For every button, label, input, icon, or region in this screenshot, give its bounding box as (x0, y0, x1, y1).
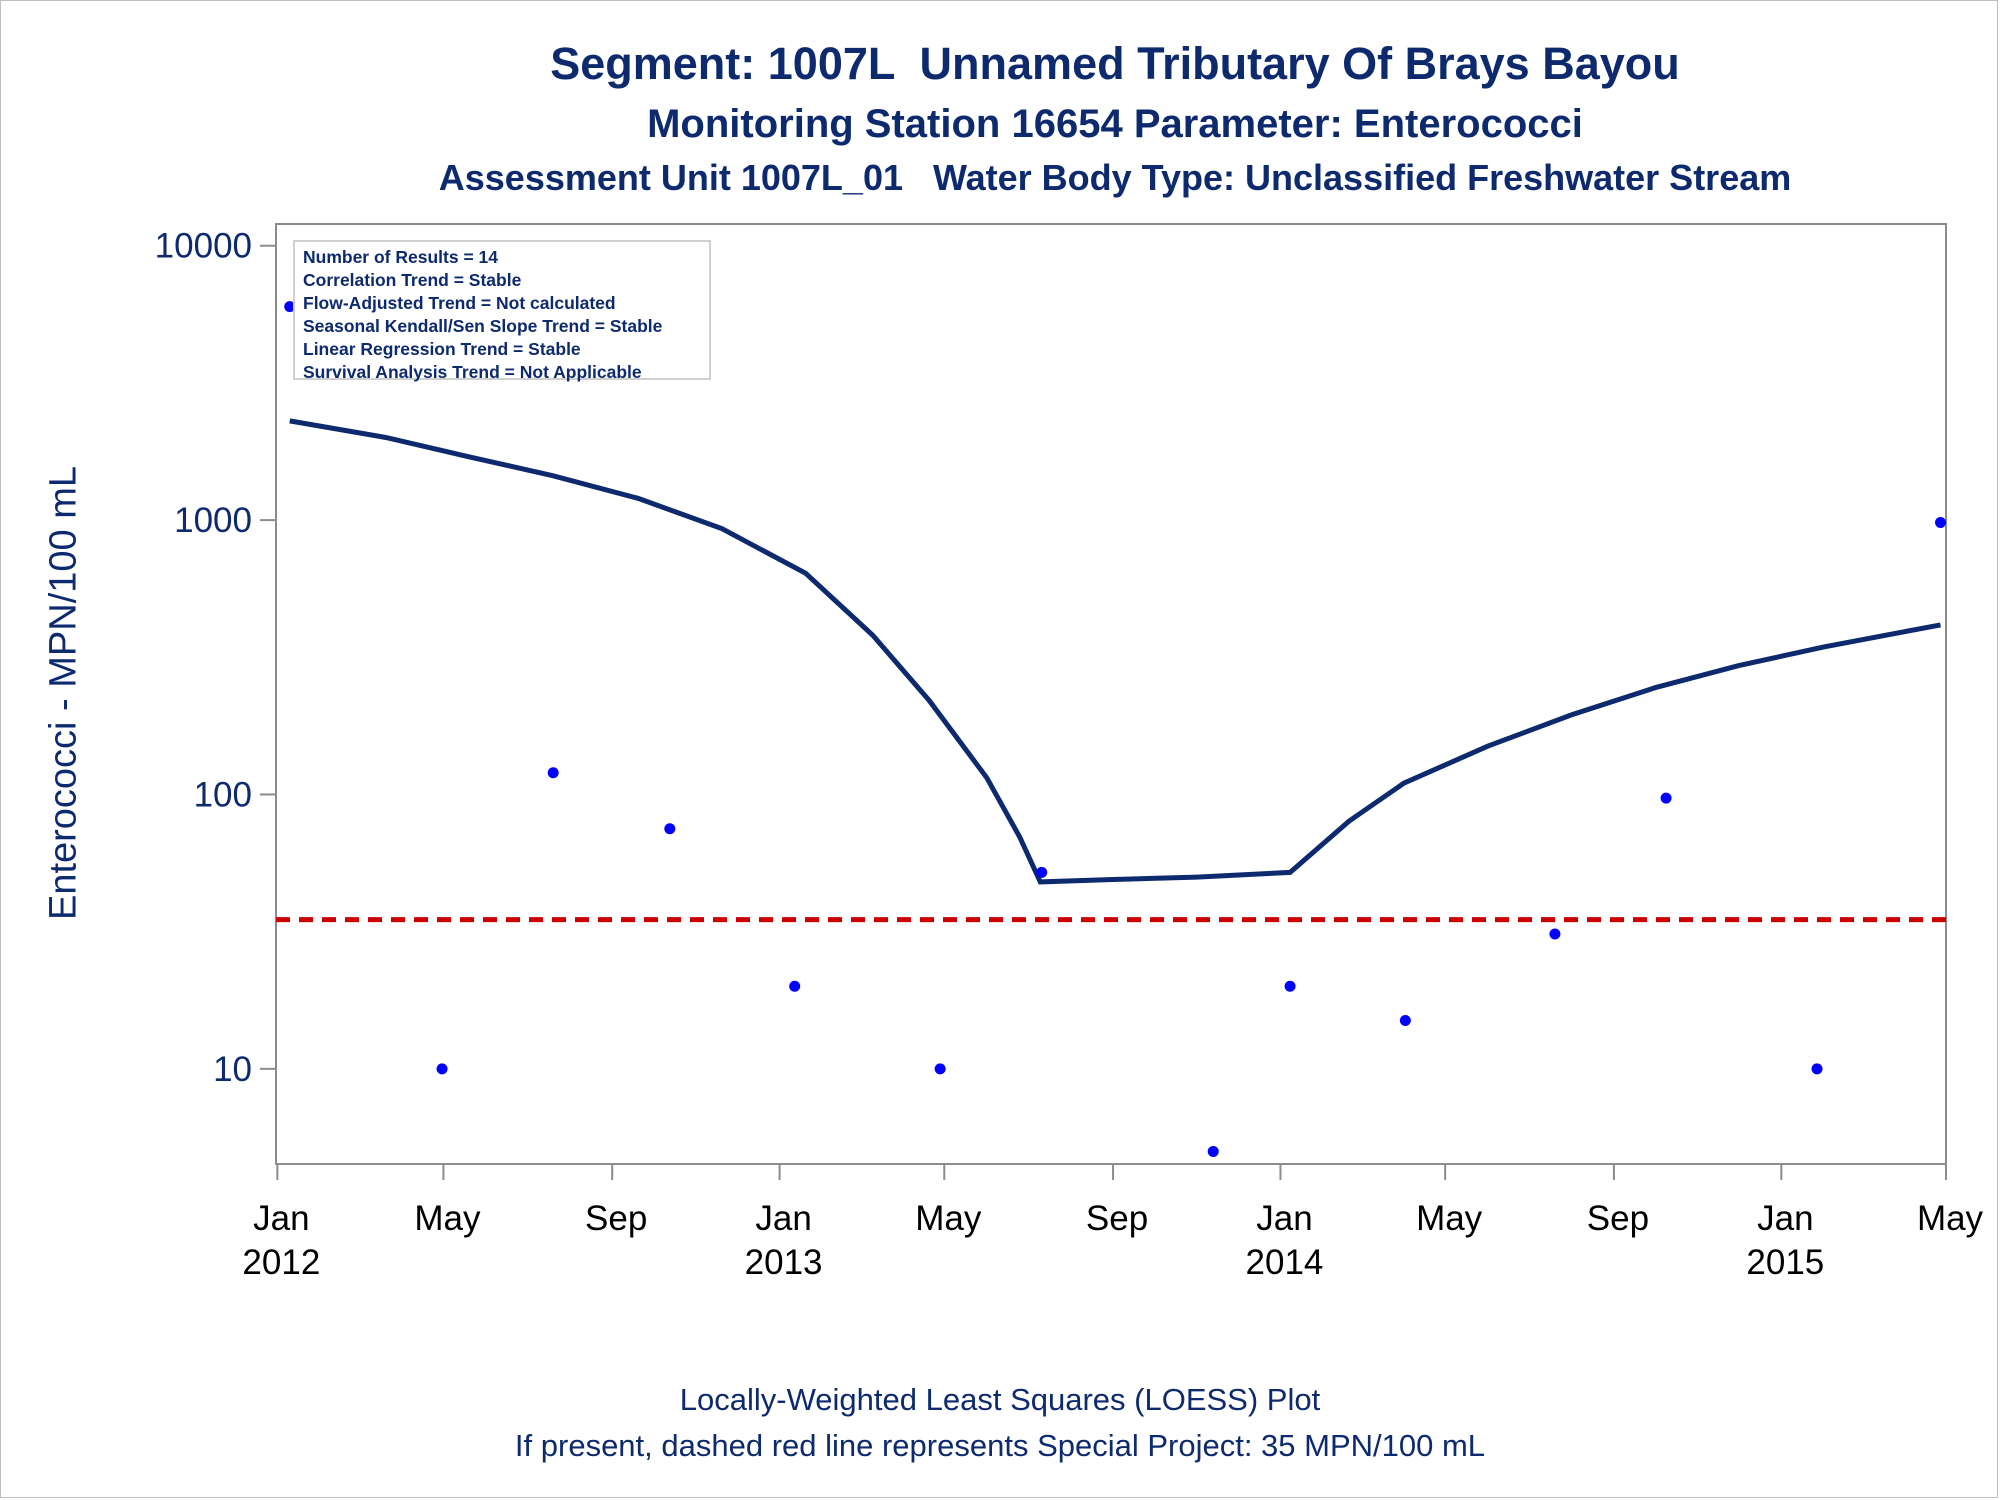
x-tick-year-label: 2014 (1246, 1243, 1324, 1282)
data-point-9 (1284, 980, 1296, 992)
data-point-8 (1207, 1145, 1219, 1157)
chart-subtitle: Monitoring Station 16654 Parameter: Ente… (647, 102, 1583, 146)
x-tick-year-label: 2012 (242, 1243, 320, 1282)
x-tick-label: Sep (585, 1199, 647, 1238)
data-point-7 (1036, 866, 1048, 878)
data-point-14 (1935, 517, 1947, 529)
chart-title: Segment: 1007L Unnamed Tributary Of Bray… (550, 38, 1680, 89)
plot-area (275, 223, 1947, 1165)
y-tick-label: 1000 (174, 501, 252, 540)
footnote-reference-line: If present, dashed red line represents S… (514, 1428, 1486, 1463)
loess-line (289, 418, 1941, 885)
stat-seasonal-kendall-trend: Seasonal Kendall/Sen Slope Trend = Stabl… (303, 316, 663, 336)
data-point-6 (934, 1063, 946, 1075)
data-point-1 (284, 301, 296, 313)
stat-survival-analysis-trend: Survival Analysis Trend = Not Applicable (303, 362, 642, 382)
x-tick-label: May (414, 1199, 481, 1238)
x-tick-label: May (1917, 1199, 1984, 1238)
data-point-11 (1549, 928, 1561, 940)
stat-linear-regression-trend: Linear Regression Trend = Stable (303, 339, 581, 359)
x-tick-label: Sep (1587, 1199, 1649, 1238)
data-point-5 (789, 980, 801, 992)
y-tick-label: 10000 (155, 227, 252, 266)
data-point-4 (664, 823, 676, 835)
data-point-10 (1399, 1015, 1411, 1027)
x-tick-label: Jan (1757, 1199, 1813, 1238)
x-tick-label: Jan (253, 1199, 309, 1238)
data-point-13 (1811, 1063, 1823, 1075)
x-tick-label: Jan (755, 1199, 811, 1238)
x-tick-label: May (915, 1199, 982, 1238)
x-tick-label: Sep (1086, 1199, 1148, 1238)
stat-number-of-results: Number of Results = 14 (303, 247, 498, 267)
data-point-3 (547, 767, 559, 779)
chart-subtitle-2: Assessment Unit 1007L_01 Water Body Type… (438, 157, 1792, 198)
y-tick-label: 100 (194, 775, 252, 814)
x-tick-year-label: 2015 (1746, 1243, 1824, 1282)
stats-box: Number of Results = 14 Correlation Trend… (293, 240, 711, 382)
x-tick-label: Jan (1256, 1199, 1312, 1238)
data-point-2 (436, 1063, 448, 1075)
stat-correlation-trend: Correlation Trend = Stable (303, 270, 522, 290)
x-tick-year-label: 2013 (745, 1243, 823, 1282)
data-point-12 (1660, 792, 1672, 804)
y-tick-label: 10 (213, 1050, 252, 1089)
x-tick-label: May (1416, 1199, 1483, 1238)
stat-flow-adjusted-trend: Flow-Adjusted Trend = Not calculated (303, 293, 616, 313)
footnote-loess: Locally-Weighted Least Squares (LOESS) P… (679, 1382, 1321, 1417)
